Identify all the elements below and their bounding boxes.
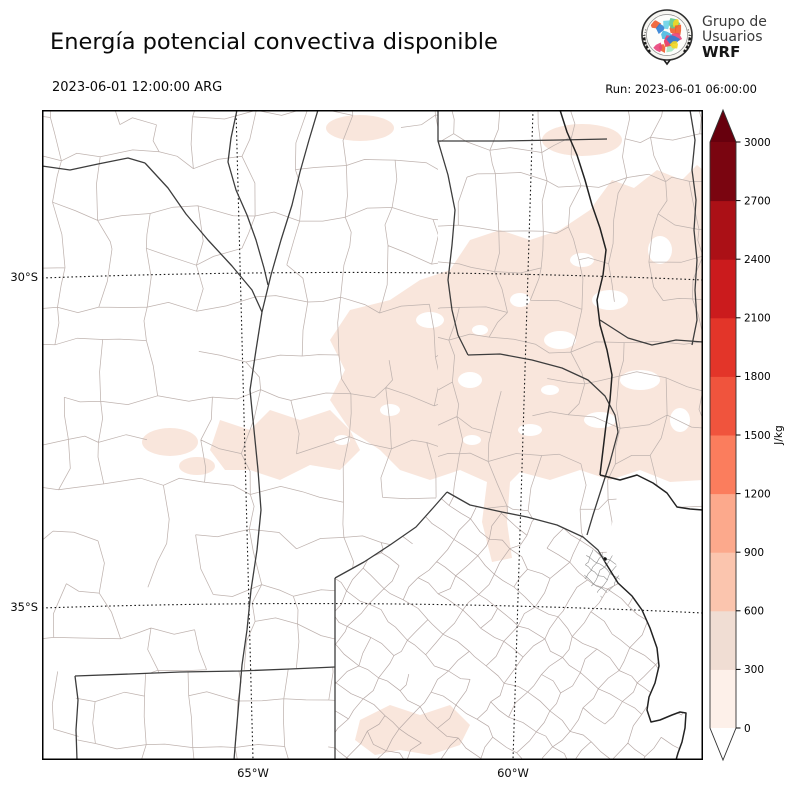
colorbar: 0 300 600 900 1200 1500 1800 2100 2400 2700 3000 J/… [706,104,798,766]
colorbar-tick-label: 600 [744,606,764,618]
wrf-logo-text: Grupo de Usuarios WRF [702,13,767,61]
page-title: Energía potencial convectiva disponible [50,29,498,55]
wrf-logo: Grupo de Usuarios WRF [638,8,767,66]
colorbar-tick-label: 300 [744,664,764,676]
colorbar-tick-label: 3000 [744,137,771,149]
logo-line-3: WRF [702,42,741,61]
colorbar-tick-label: 2100 [744,313,771,325]
lon-tick-label: 60°W [497,766,529,780]
colorbar-tick-label: 1200 [744,488,771,500]
map-canvas [41,109,704,761]
colorbar-tick-label: 900 [744,547,764,559]
lon-tick-label: 65°W [237,766,269,780]
wrf-globe-icon [641,9,693,66]
colorbar-tick-label: 2700 [744,195,771,207]
colorbar-units-label: J/kg [773,425,785,445]
lat-tick-label: 30°S [10,270,38,284]
run-time-label: Run: 2023-06-01 06:00:00 [605,82,757,96]
lat-tick-label: 35°S [10,600,38,614]
map-area [41,109,704,761]
colorbar-canvas: 0 300 600 900 1200 1500 1800 2100 2400 2700 3000 J/… [709,108,785,762]
valid-time-label: 2023-06-01 12:00:00 ARG [52,80,223,95]
colorbar-tick-label: 1500 [744,430,771,442]
colorbar-tick-label: 0 [744,723,751,735]
logo-line-1: Grupo de [702,13,767,30]
colorbar-tick-label: 2400 [744,254,771,266]
colorbar-tick-label: 1800 [744,371,771,383]
logo-line-2: Usuarios [702,28,763,45]
